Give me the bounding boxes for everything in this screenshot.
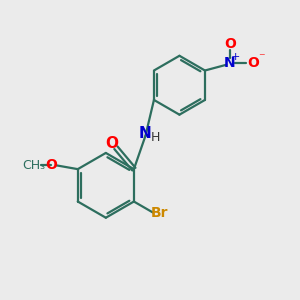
Text: O: O — [46, 158, 58, 172]
Text: CH₃: CH₃ — [22, 159, 46, 172]
Text: O: O — [247, 56, 259, 70]
Text: O: O — [224, 37, 236, 51]
Text: ⁻: ⁻ — [258, 51, 265, 64]
Text: H: H — [151, 131, 160, 144]
Text: +: + — [231, 52, 240, 62]
Text: N: N — [139, 126, 152, 141]
Text: O: O — [105, 136, 118, 151]
Text: Br: Br — [151, 206, 168, 220]
Text: N: N — [224, 56, 236, 70]
